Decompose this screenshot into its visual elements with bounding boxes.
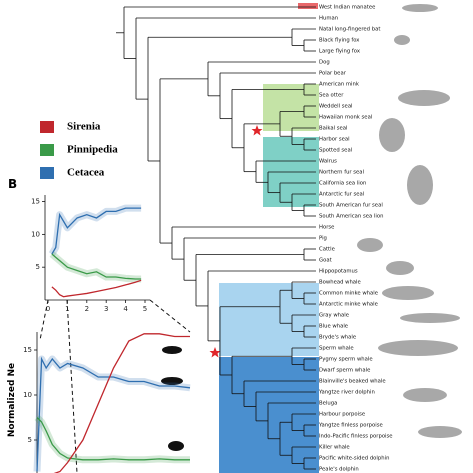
leaf-label: South American sea lion: [319, 214, 383, 220]
leaf-label: South American fur seal: [319, 203, 383, 209]
star: [209, 347, 221, 358]
leaf-label: Blue whale: [319, 324, 348, 330]
silhouettes: [357, 4, 462, 438]
leaf-label: Dog: [319, 60, 330, 66]
leaf-label: Yangtze finless porpoise: [318, 423, 383, 429]
leaf-label: Polar bear: [319, 71, 347, 77]
x-tick-label: 2: [85, 305, 89, 313]
leaf-label: Northern fur seal: [319, 170, 364, 176]
leaf-label: Weddell seal: [319, 104, 353, 110]
series-line: [36, 417, 190, 461]
series-line: [53, 333, 190, 473]
panel-label: B: [8, 177, 17, 191]
leaf-label: Hippopotamus: [319, 269, 358, 275]
legend-text: Pinnipedia: [67, 144, 118, 156]
leaf-label: Peale's dolphin: [319, 467, 359, 473]
mysticeti-box: [219, 283, 319, 356]
y-tick-label: 15: [23, 346, 32, 354]
zoom-line: [149, 299, 191, 333]
sirenia-mark: [298, 3, 318, 9]
zoom-line: [66, 299, 78, 473]
y-tick-label: 10: [23, 391, 32, 399]
leaf-label: Hawaiian monk seal: [319, 115, 372, 121]
star: [251, 125, 263, 136]
x-tick-label: 4: [123, 305, 128, 313]
x-tick-label: 5: [143, 305, 147, 313]
leaf-label: Walrus: [319, 159, 337, 165]
leaf-label: Dwarf sperm whale: [319, 368, 370, 374]
leaf-label: Bowhead whale: [319, 280, 361, 286]
leaf-label: Blainville's beaked whale: [319, 379, 386, 385]
leaf-label: Natal long-fingered bat: [319, 27, 380, 33]
leaf-label: Antarctic fur seal: [319, 192, 364, 198]
phocidae-box: [263, 84, 319, 131]
legend-text: Sirenia: [67, 121, 101, 133]
x-tick-label: 0: [46, 305, 50, 313]
leaf-label: Harbour porpoise: [319, 412, 365, 418]
leaf-label: Common minke whale: [319, 291, 378, 297]
odontoceti-box: [219, 357, 319, 473]
leaf-label: Bryde's whale: [319, 335, 356, 341]
series-line: [36, 356, 191, 472]
leaf-label: Sperm whale: [319, 346, 354, 352]
series-line: [51, 207, 142, 255]
series-line: [51, 279, 142, 298]
series-line: [51, 253, 142, 280]
leaf-label: Beluga: [319, 401, 337, 407]
legend-swatch: [40, 121, 54, 133]
legend-swatch: [40, 167, 54, 179]
leaf-label: Pygmy sperm whale: [319, 357, 373, 363]
x-tick-label: 3: [104, 305, 108, 313]
leaf-label: Human: [319, 16, 338, 22]
y-axis-label: Normalized Ne: [7, 363, 17, 437]
leaf-label: Harbor seal: [319, 137, 350, 143]
leaf-label: Indo-Pacific finless porpoise: [319, 434, 393, 440]
leaf-label: Sea otter: [319, 93, 344, 99]
leaf-label: Yangtze river dolphin: [318, 390, 375, 396]
leaf-label: California sea lion: [319, 181, 366, 187]
leaf-label: Killer whale: [319, 445, 350, 451]
legend-text: Cetacea: [67, 167, 105, 179]
leaf-label: Cattle: [319, 247, 335, 253]
leaf-label: Horse: [319, 225, 334, 231]
leaf-label: Large flying fox: [319, 49, 360, 55]
leaf-label: Pacific white-sided dolphin: [319, 456, 389, 462]
leaf-label: Baikal seal: [319, 126, 347, 132]
leaf-label: American mink: [319, 82, 360, 88]
legend-swatch: [40, 144, 54, 156]
confidence-band: [48, 204, 142, 256]
leaf-label: Spotted seal: [319, 148, 352, 154]
leaf-label: Pig: [319, 236, 327, 242]
leaf-label: Goat: [319, 258, 332, 264]
y-tick-label: 5: [36, 263, 40, 271]
leaf-label: Gray whale: [319, 313, 349, 319]
leaf-label: Black flying fox: [319, 38, 359, 44]
y-tick-label: 10: [31, 230, 40, 238]
y-tick-label: 5: [28, 436, 32, 444]
x-tick-label: 1: [65, 305, 69, 313]
confidence-band: [49, 251, 142, 283]
leaf-label: West Indian manatee: [319, 5, 375, 11]
leaf-label: Antarctic minke whale: [319, 302, 378, 308]
y-tick-label: 15: [31, 198, 40, 206]
big-chart-silhouettes: [161, 346, 184, 451]
